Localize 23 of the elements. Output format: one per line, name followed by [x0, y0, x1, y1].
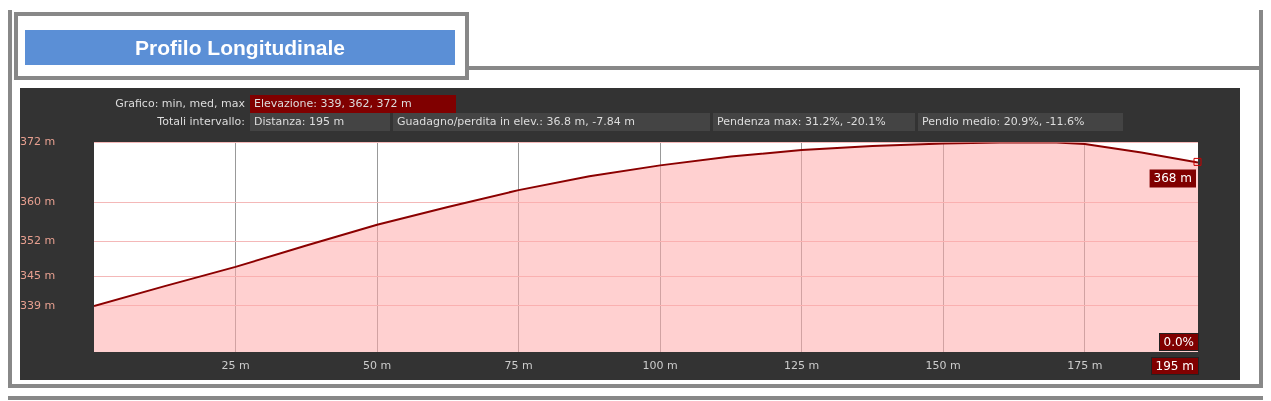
y-tick-label: 352 m	[20, 234, 56, 248]
x-tick-label: 25 m	[221, 359, 250, 373]
x-tick-label: 50 m	[362, 359, 392, 373]
x-tick-label: 75 m	[504, 359, 533, 373]
text: Pendenza max: 31.2%, -20.1%	[713, 113, 915, 131]
x-tick-label: 125 m	[784, 359, 820, 373]
y-tick-label: 372 m	[20, 135, 56, 149]
text: Totali intervallo:	[156, 114, 246, 130]
text: 195 m	[1150, 357, 1199, 375]
text: Elevazione: 339, 362, 372 m	[250, 95, 456, 113]
y-tick-label: 360 m	[20, 194, 56, 208]
x-tick-label: 150 m	[925, 359, 961, 373]
x-tick-label: 100 m	[642, 359, 678, 373]
text: Grafico: min, med, max	[114, 96, 246, 112]
annotation: 0.0%	[1158, 333, 1199, 351]
annotation: 368 m	[1153, 170, 1193, 185]
y-tick-label: 339 m	[20, 298, 56, 312]
x-tick-label: 175 m	[1067, 359, 1103, 373]
text: Distanza: 195 m	[250, 113, 390, 131]
text: Pendio medio: 20.9%, -11.6%	[918, 113, 1123, 131]
y-tick-label: 345 m	[20, 269, 56, 283]
chart-title: Profilo Longitudinale	[25, 30, 455, 65]
text: Guadagno/perdita in elev.: 36.8 m, -7.84 m	[393, 113, 710, 131]
